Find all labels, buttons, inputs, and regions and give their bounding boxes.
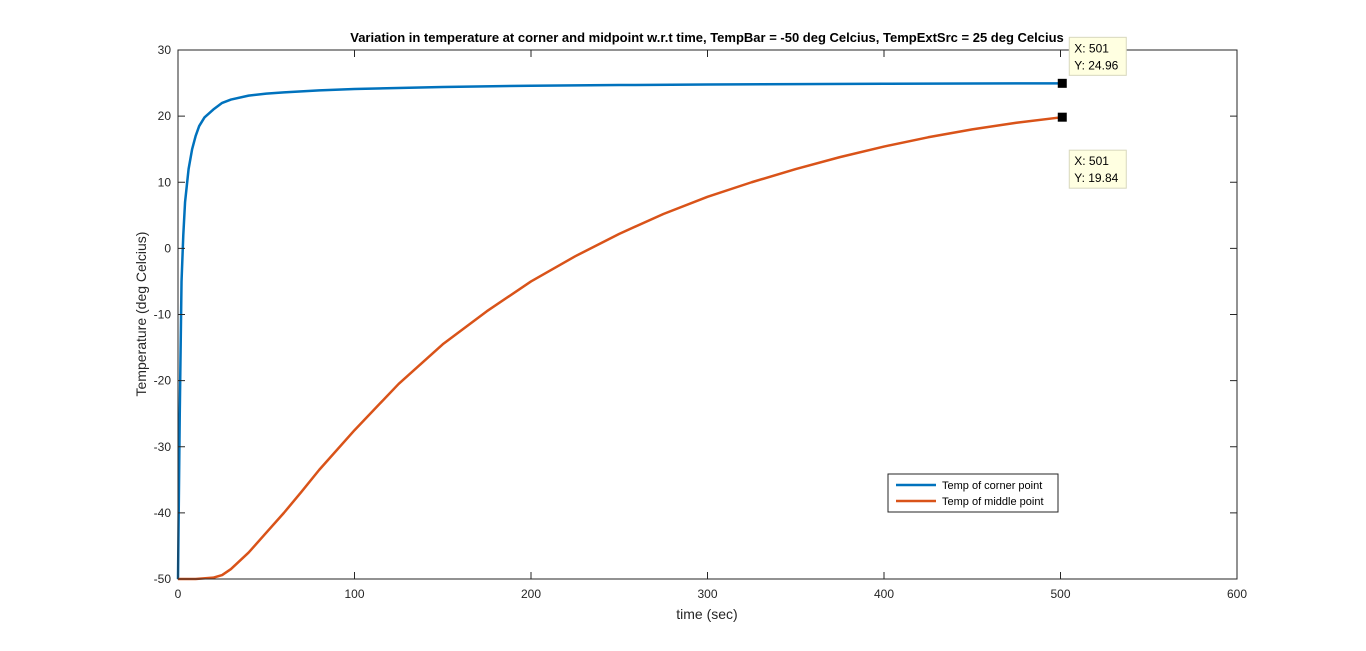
datatip-y-label: Y: 19.84 bbox=[1074, 171, 1118, 185]
y-tick-label: 30 bbox=[158, 43, 172, 57]
datatip-x-label: X: 501 bbox=[1074, 154, 1109, 168]
axes-layer: 0 100 200 300 400 500 600 -50 -40 -30 -20 -10 0 10 20 3… bbox=[154, 43, 1248, 601]
chart-title: Variation in temperature at corner and m… bbox=[350, 30, 1064, 45]
y-axis-label: Temperature (deg Celcius) bbox=[133, 232, 149, 397]
y-tick-label: 20 bbox=[158, 109, 172, 123]
x-tick-label: 0 bbox=[175, 587, 182, 601]
y-tick-label: -40 bbox=[154, 506, 172, 520]
datatip-corner-point[interactable]: X: 501 Y: 24.96 bbox=[1057, 36, 1127, 88]
x-tick-label: 300 bbox=[697, 587, 717, 601]
plot-layer bbox=[176, 82, 1063, 581]
y-tick-label: -30 bbox=[154, 440, 172, 454]
datatip-x-label: X: 501 bbox=[1074, 41, 1109, 55]
legend-entry-label: Temp of middle point bbox=[942, 496, 1044, 508]
y-tick-label: -20 bbox=[154, 374, 172, 388]
datatip-y-label: Y: 24.96 bbox=[1074, 58, 1118, 72]
y-tick-label: 0 bbox=[164, 241, 171, 255]
legend[interactable]: Temp of corner point Temp of middle point bbox=[887, 473, 1059, 513]
x-tick-label: 400 bbox=[874, 587, 894, 601]
datatip-box bbox=[1068, 149, 1127, 189]
y-tick-label: 10 bbox=[158, 175, 172, 189]
x-tick-label: 200 bbox=[521, 587, 541, 601]
x-tick-label: 600 bbox=[1227, 587, 1247, 601]
y-tick-label: -10 bbox=[154, 308, 172, 322]
x-tick-label: 100 bbox=[344, 587, 364, 601]
datatip-box bbox=[1068, 36, 1127, 76]
series-line-corner-point bbox=[176, 82, 1063, 580]
datatip-marker[interactable] bbox=[1057, 78, 1067, 88]
x-tick-label: 500 bbox=[1050, 587, 1070, 601]
legend-entry-label: Temp of corner point bbox=[942, 480, 1042, 492]
legend-box bbox=[887, 473, 1059, 513]
x-axis-label: time (sec) bbox=[676, 606, 737, 622]
datatips-layer: X: 501 Y: 24.96 X: 501 Y: 19.84 bbox=[1057, 36, 1127, 189]
series-line-middle-point bbox=[178, 115, 1063, 581]
datatip-marker[interactable] bbox=[1057, 112, 1067, 122]
y-tick-label: -50 bbox=[154, 572, 172, 586]
datatip-middle-point[interactable]: X: 501 Y: 19.84 bbox=[1057, 112, 1127, 189]
